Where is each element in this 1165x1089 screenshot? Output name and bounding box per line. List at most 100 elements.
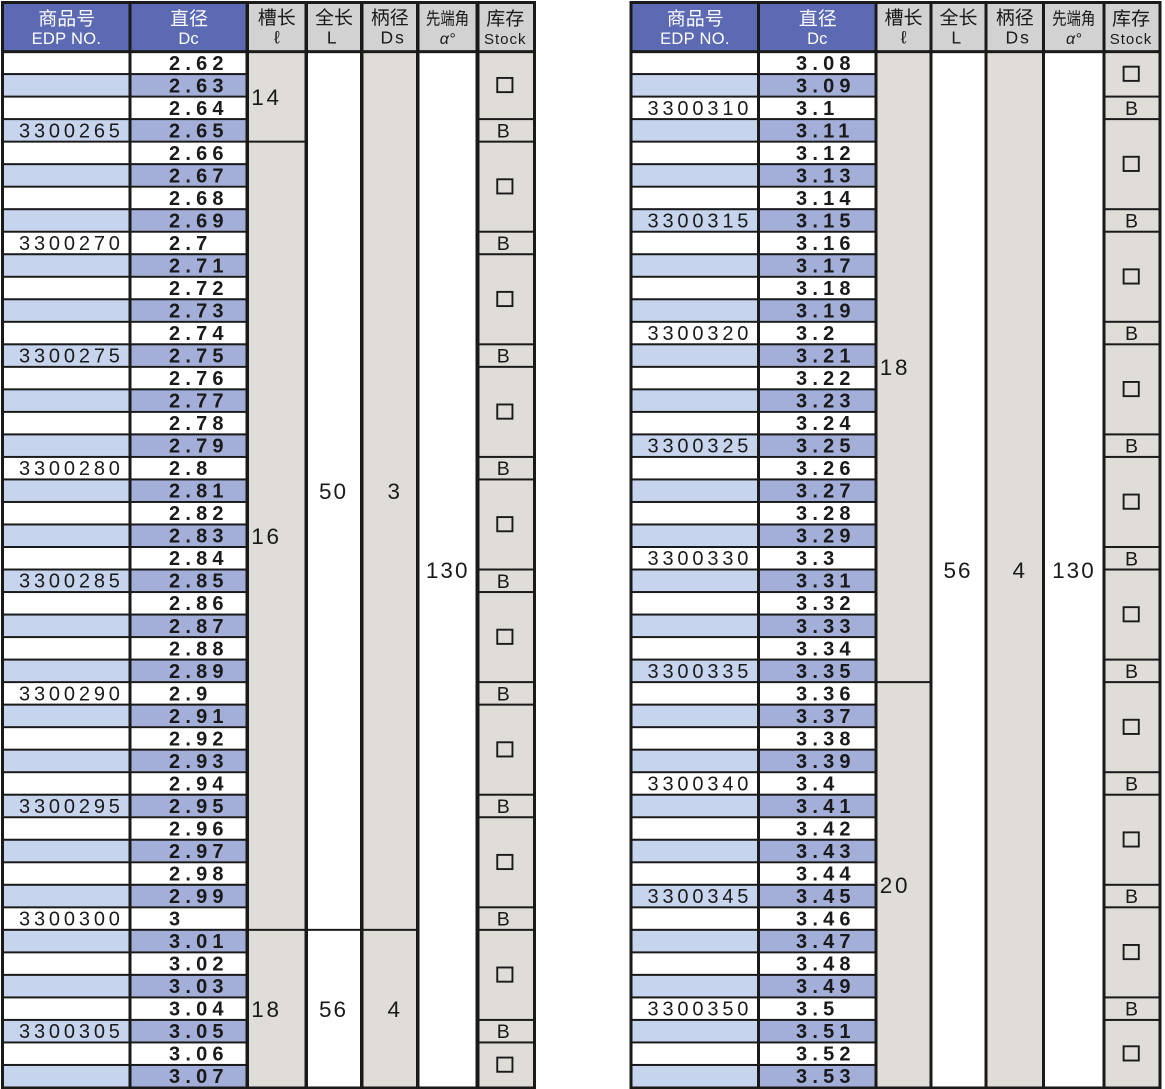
svg-text:Ds: Ds (1006, 27, 1031, 47)
svg-text:2.64: 2.64 (169, 98, 229, 120)
svg-text:2.82: 2.82 (169, 503, 229, 525)
svg-text:ℓ: ℓ (274, 27, 280, 47)
svg-text:3.38: 3.38 (796, 728, 856, 750)
svg-text:18: 18 (251, 997, 282, 1022)
svg-text:3.05: 3.05 (169, 1021, 229, 1043)
svg-text:3.08: 3.08 (796, 53, 856, 75)
svg-text:B: B (1125, 436, 1138, 458)
svg-text:Stock: Stock (484, 31, 527, 48)
svg-text:3.1: 3.1 (796, 98, 839, 120)
svg-text:B: B (1125, 999, 1138, 1021)
svg-text:2.85: 2.85 (169, 571, 229, 593)
svg-text:3.21: 3.21 (796, 346, 856, 368)
svg-text:3.13: 3.13 (796, 165, 856, 187)
svg-text:3.28: 3.28 (796, 503, 856, 525)
svg-text:Ds: Ds (381, 27, 406, 47)
svg-text:3.12: 3.12 (796, 143, 856, 165)
svg-text:3.44: 3.44 (796, 863, 856, 885)
svg-text:2.96: 2.96 (169, 818, 229, 840)
svg-text:2.74: 2.74 (169, 323, 229, 345)
svg-text:3: 3 (387, 479, 402, 504)
svg-text:B: B (497, 1021, 510, 1043)
svg-text:3300280: 3300280 (19, 458, 124, 480)
svg-text:14: 14 (251, 85, 282, 110)
svg-text:α°: α° (440, 31, 456, 48)
svg-text:L: L (951, 27, 961, 47)
svg-text:4: 4 (1012, 558, 1027, 583)
svg-text:3300320: 3300320 (647, 323, 752, 345)
svg-text:3.52: 3.52 (796, 1044, 856, 1066)
svg-text:18: 18 (880, 355, 911, 380)
svg-text:16: 16 (251, 524, 282, 549)
svg-text:3.51: 3.51 (796, 1021, 856, 1043)
svg-text:2.62: 2.62 (169, 53, 229, 75)
svg-text:2.76: 2.76 (169, 368, 229, 390)
svg-text:3.37: 3.37 (796, 706, 856, 728)
svg-text:2.97: 2.97 (169, 841, 229, 863)
svg-text:3300315: 3300315 (647, 210, 752, 232)
svg-text:B: B (497, 120, 510, 142)
svg-text:20: 20 (880, 873, 911, 898)
svg-text:2.71: 2.71 (169, 255, 229, 277)
svg-text:3300310: 3300310 (647, 98, 752, 120)
svg-text:B: B (1125, 210, 1138, 232)
svg-text:3.49: 3.49 (796, 976, 856, 998)
svg-text:B: B (1125, 773, 1138, 795)
svg-text:3300305: 3300305 (19, 1021, 124, 1043)
svg-text:2.94: 2.94 (169, 773, 229, 795)
svg-text:3.45: 3.45 (796, 886, 856, 908)
svg-text:130: 130 (426, 558, 470, 583)
svg-text:2.87: 2.87 (169, 616, 229, 638)
svg-text:2.7: 2.7 (169, 233, 212, 255)
svg-text:3.18: 3.18 (796, 278, 856, 300)
svg-text:3300325: 3300325 (647, 436, 752, 458)
svg-text:B: B (497, 346, 510, 368)
svg-text:3.36: 3.36 (796, 683, 856, 705)
svg-text:50: 50 (319, 479, 348, 504)
svg-text:3300340: 3300340 (647, 773, 752, 795)
svg-text:3300350: 3300350 (647, 999, 752, 1021)
svg-text:2.88: 2.88 (169, 638, 229, 660)
svg-text:2.69: 2.69 (169, 210, 229, 232)
svg-text:3.02: 3.02 (169, 954, 229, 976)
svg-text:2.84: 2.84 (169, 548, 229, 570)
svg-text:2.93: 2.93 (169, 751, 229, 773)
svg-text:3.19: 3.19 (796, 300, 856, 322)
svg-text:2.75: 2.75 (169, 346, 229, 368)
svg-text:B: B (1125, 323, 1138, 345)
svg-text:3300295: 3300295 (19, 796, 124, 818)
svg-text:3.47: 3.47 (796, 931, 856, 953)
svg-text:3.41: 3.41 (796, 796, 856, 818)
svg-text:3.34: 3.34 (796, 638, 856, 660)
svg-text:3.11: 3.11 (796, 120, 855, 142)
svg-text:3.5: 3.5 (796, 999, 839, 1021)
svg-text:Dc: Dc (807, 30, 827, 48)
svg-text:2.65: 2.65 (169, 120, 229, 142)
svg-text:3300275: 3300275 (19, 346, 124, 368)
svg-text:3300330: 3300330 (647, 548, 752, 570)
svg-text:3.2: 3.2 (796, 323, 839, 345)
svg-text:3300300: 3300300 (19, 909, 124, 931)
svg-text:Dc: Dc (178, 30, 198, 48)
svg-text:3.07: 3.07 (169, 1066, 229, 1088)
svg-text:3.16: 3.16 (796, 233, 856, 255)
svg-text:3300345: 3300345 (647, 886, 752, 908)
svg-text:3.35: 3.35 (796, 661, 856, 683)
svg-text:2.91: 2.91 (169, 706, 229, 728)
svg-text:2.73: 2.73 (169, 300, 229, 322)
svg-text:3.29: 3.29 (796, 526, 856, 548)
svg-text:3300290: 3300290 (19, 683, 124, 705)
svg-text:2.98: 2.98 (169, 863, 229, 885)
svg-text:3.31: 3.31 (796, 571, 856, 593)
svg-text:B: B (497, 233, 510, 255)
svg-text:56: 56 (319, 997, 348, 1022)
svg-text:3.26: 3.26 (796, 458, 856, 480)
svg-text:EDP NO.: EDP NO. (660, 30, 730, 48)
svg-text:3.06: 3.06 (169, 1044, 229, 1066)
svg-text:2.99: 2.99 (169, 886, 229, 908)
svg-text:2.72: 2.72 (169, 278, 229, 300)
svg-text:B: B (1125, 661, 1138, 683)
svg-text:3.32: 3.32 (796, 593, 856, 615)
svg-text:56: 56 (943, 558, 972, 583)
svg-text:3.25: 3.25 (796, 436, 856, 458)
